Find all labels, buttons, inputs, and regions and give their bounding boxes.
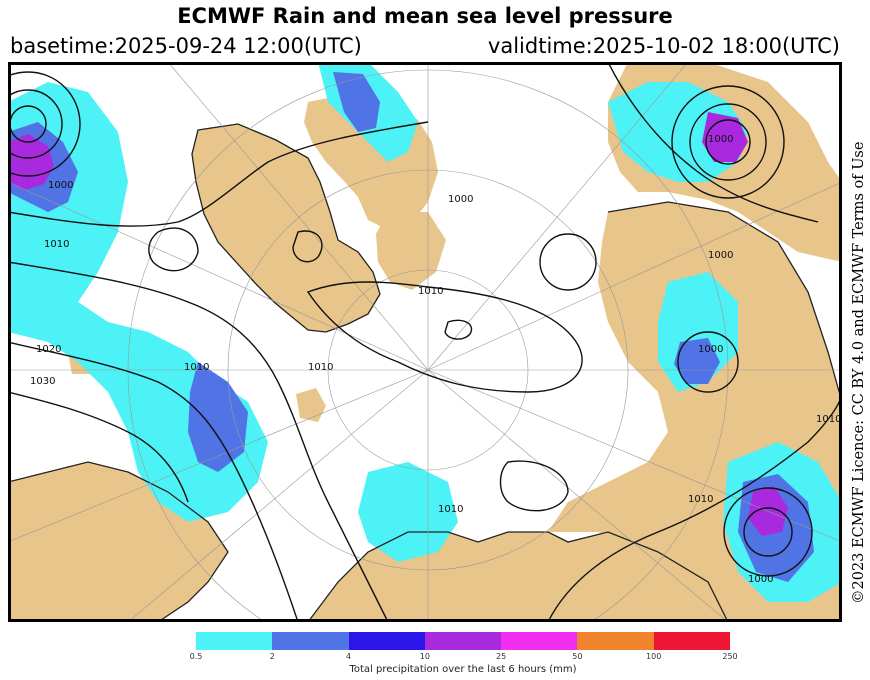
precip-band-kara bbox=[358, 462, 458, 562]
coastline-layer bbox=[8, 123, 842, 622]
isobar-label: 1000 bbox=[698, 344, 723, 355]
isobar-label: 1010 bbox=[44, 239, 69, 250]
forecast-map: 1000 1010 1020 1030 1010 1010 1000 1010 … bbox=[8, 62, 842, 622]
legend-swatch bbox=[424, 632, 502, 650]
legend-tick: 250 bbox=[722, 652, 738, 661]
legend-tick: 50 bbox=[572, 652, 583, 661]
graticule-layer bbox=[8, 62, 842, 622]
precip-band-canada-core bbox=[333, 72, 380, 132]
isobar-label: 1010 bbox=[816, 414, 841, 425]
precip-low-pacific bbox=[702, 112, 748, 162]
isobar-layer bbox=[8, 62, 842, 622]
isobar-labels: 1000 1010 1020 1030 1010 1010 1000 1010 … bbox=[30, 134, 841, 585]
isobar-label: 1010 bbox=[688, 494, 713, 505]
legend-swatch bbox=[653, 632, 730, 650]
basetime-label: basetime:2025-09-24 12:00(UTC) bbox=[10, 34, 362, 58]
svalbard bbox=[296, 388, 326, 422]
legend-tick: 0.5 bbox=[189, 652, 203, 661]
isobar-label: 1000 bbox=[448, 194, 473, 205]
legend-swatch bbox=[577, 632, 654, 650]
isobar-label: 1000 bbox=[708, 134, 733, 145]
isobar-label: 1010 bbox=[418, 286, 443, 297]
legend-tick: 10 bbox=[419, 652, 430, 661]
precip-band-siberia-core bbox=[674, 338, 720, 384]
legend-caption: Total precipitation over the last 6 hour… bbox=[349, 664, 577, 675]
precipitation-legend: 0.5 2 4 10 25 50 100 250 Total precipita… bbox=[190, 632, 738, 678]
precipitation-layer bbox=[8, 62, 842, 602]
validtime-label: validtime:2025-10-02 18:00(UTC) bbox=[487, 34, 840, 58]
legend-swatch bbox=[272, 632, 349, 650]
legend-tick: 25 bbox=[496, 652, 507, 661]
chart-title: ECMWF Rain and mean sea level pressure bbox=[177, 4, 673, 28]
isobar-label: 1000 bbox=[748, 574, 773, 585]
legend-tick: 4 bbox=[346, 652, 352, 661]
isobar-label: 1010 bbox=[308, 362, 333, 373]
legend-tick: 2 bbox=[269, 652, 275, 661]
precip-band-atlantic-core-2 bbox=[188, 362, 248, 472]
isobar-label: 1020 bbox=[36, 344, 61, 355]
arctic-islands bbox=[376, 212, 446, 290]
map-frame bbox=[8, 62, 842, 622]
legend-tick: 100 bbox=[646, 652, 662, 661]
isobar-label: 1030 bbox=[30, 376, 55, 387]
legend-swatch bbox=[196, 632, 273, 650]
legend-swatch bbox=[348, 632, 425, 650]
legend-swatch bbox=[501, 632, 578, 650]
legend-color-bar bbox=[196, 632, 730, 650]
isobar-label: 1010 bbox=[184, 362, 209, 373]
licence-credit-text: ©2023 ECMWF Licence: CC BY 4.0 and ECMWF… bbox=[851, 142, 867, 604]
isobar-label: 1000 bbox=[708, 250, 733, 261]
licence-credit: ©2023 ECMWF Licence: CC BY 4.0 and ECMWF… bbox=[851, 142, 867, 604]
greenland bbox=[192, 124, 380, 332]
isobar-label: 1010 bbox=[438, 504, 463, 515]
isobar-label: 1000 bbox=[48, 180, 73, 191]
